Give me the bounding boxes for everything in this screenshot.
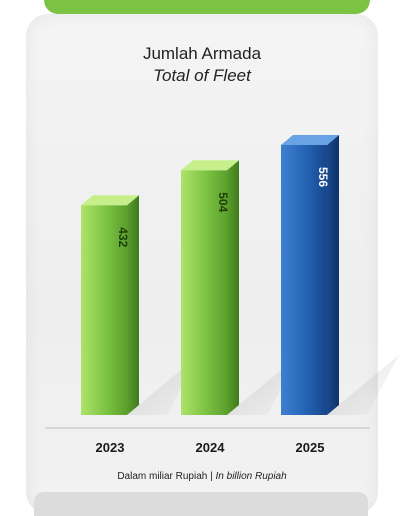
- bar-top-2025: [281, 135, 339, 145]
- bar-side-2023: [127, 195, 139, 415]
- x-tick-label: 2024: [196, 440, 226, 455]
- bar-front-2023: [81, 205, 127, 415]
- top-accent-bar: [44, 0, 370, 14]
- bar-top-2024: [181, 160, 239, 171]
- bottom-accent-bar: [34, 492, 368, 516]
- chart-subtitle: Total of Fleet: [153, 66, 251, 85]
- unit-separator: |: [210, 471, 213, 482]
- bar-front-2025: [281, 145, 327, 415]
- bar-side-2025: [327, 135, 339, 415]
- unit-note: Dalam miliar Rupiah | In billion Rupiah: [26, 471, 378, 482]
- unit-label: Dalam miliar Rupiah: [117, 471, 208, 482]
- bar-top-2023: [81, 195, 139, 206]
- bar-front-2024: [181, 170, 227, 415]
- bar-value-label: 556: [316, 167, 330, 187]
- bar-value-label: 432: [116, 227, 130, 247]
- x-tick-label: 2023: [96, 440, 125, 455]
- bar-side-2024: [227, 160, 239, 415]
- unit-label-en: In billion Rupiah: [215, 471, 287, 482]
- x-tick-label: 2025: [296, 440, 325, 455]
- bar-value-label: 504: [216, 192, 230, 212]
- bar-shadow: [327, 355, 399, 415]
- chart-title: Jumlah Armada: [142, 44, 262, 63]
